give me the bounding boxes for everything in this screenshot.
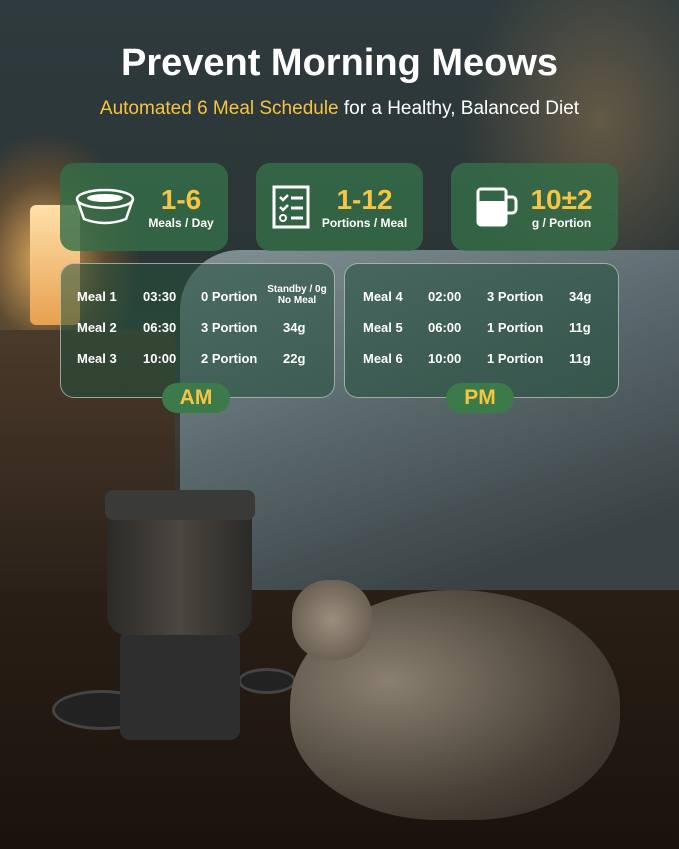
- stat-value: 1-6: [160, 184, 202, 215]
- meal-portion: 3 Portion: [487, 289, 544, 304]
- stat-card-meals: 1-6 Meals / Day: [60, 163, 228, 251]
- pm-schedule: Meal 4 02:00 3 Portion 34g Meal 5 06:00 1 Por…: [344, 263, 619, 398]
- meal-time: 03:30: [143, 289, 177, 304]
- stat-card-grams: 10±2 g / Portion: [451, 163, 618, 251]
- stat-label: Portions / Meal: [321, 216, 408, 230]
- meal-portion: 1 Portion: [487, 351, 544, 366]
- meal-time: 02:00: [428, 289, 462, 304]
- stat-value: 1-12: [336, 184, 393, 215]
- stat-value: 10±2: [530, 184, 593, 215]
- meal-portion: 1 Portion: [487, 320, 544, 335]
- meal-amount: 34g: [283, 320, 306, 335]
- meal-amount: 11g: [569, 351, 591, 366]
- meal-name: Meal 5: [363, 320, 403, 335]
- am-schedule: Meal 1 03:30 0 Portion Standby / 0g No Meal…: [60, 263, 335, 398]
- meal-time: 10:00: [428, 351, 462, 366]
- pm-tag: PM: [446, 383, 514, 413]
- am-tag: AM: [162, 383, 230, 413]
- meal-name: Meal 2: [77, 320, 117, 335]
- checklist-icon: [272, 185, 310, 229]
- meal-amount: 34g: [569, 289, 592, 304]
- feeder-lid: [105, 490, 255, 520]
- feeder-hopper: [107, 515, 252, 635]
- meal-amount: 22g: [283, 351, 306, 366]
- stat-label: Meals / Day: [148, 216, 214, 230]
- stat-label: g / Portion: [531, 216, 592, 230]
- subtitle-rest: for a Healthy, Balanced Diet: [338, 98, 580, 119]
- meal-amount: 11g: [569, 320, 591, 335]
- meal-name: Meal 3: [77, 351, 117, 366]
- meal-name: Meal 1: [77, 289, 117, 304]
- bowl-icon: [76, 188, 135, 225]
- meal-time: 06:00: [428, 320, 462, 335]
- meal-amount: Standby / 0g No Meal: [267, 284, 327, 306]
- subtitle: Automated 6 Meal Schedule for a Healthy,…: [0, 98, 679, 120]
- meal-portion: 0 Portion: [201, 289, 258, 304]
- cat-head: [292, 580, 372, 660]
- meal-time: 10:00: [143, 351, 177, 366]
- meal-portion: 2 Portion: [201, 351, 258, 366]
- subtitle-highlight: Automated 6 Meal Schedule: [99, 98, 339, 119]
- meal-name: Meal 6: [363, 351, 403, 366]
- feeder-base: [120, 630, 240, 740]
- feeder-bowl-right: [238, 668, 296, 694]
- meal-portion: 3 Portion: [201, 320, 258, 335]
- meal-time: 06:30: [143, 320, 177, 335]
- meal-name: Meal 4: [363, 289, 403, 304]
- cup-icon: [476, 187, 518, 227]
- stat-card-portions: 1-12 Portions / Meal: [256, 163, 423, 251]
- headline: Prevent Morning Meows: [120, 42, 559, 84]
